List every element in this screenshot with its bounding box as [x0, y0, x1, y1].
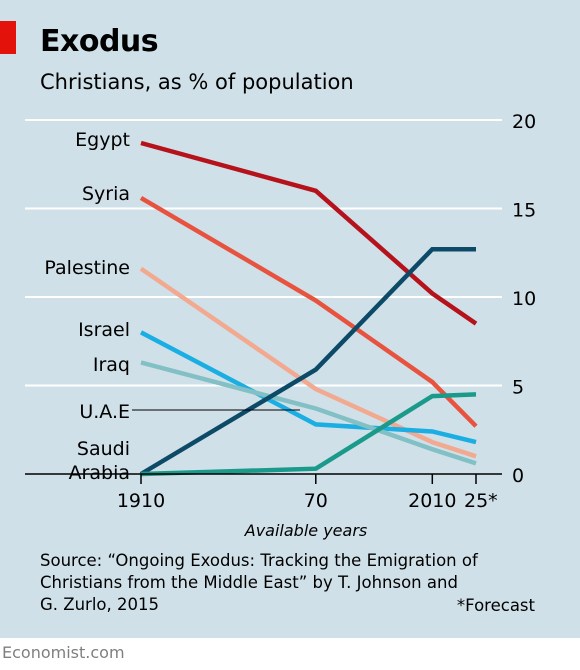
x-axis: 1910 70 2010 25* — [25, 473, 502, 512]
brand-footer: Economist.com — [2, 643, 125, 662]
chart-title: Exodus — [40, 24, 159, 59]
series-line-iraq — [140, 360, 477, 466]
x-tick-label-25*: 25* — [464, 490, 498, 512]
label-egypt: Egypt — [75, 129, 130, 151]
label-iraq: Iraq — [93, 354, 130, 376]
y-tick-label-15: 15 — [512, 200, 536, 222]
chart-subtitle: Christians, as % of population — [40, 70, 354, 94]
x-tick-label-1910: 1910 — [117, 490, 165, 512]
label-palestine: Palestine — [44, 257, 130, 279]
label-saudi-line2: Arabia — [69, 462, 130, 484]
source-note: Source: “Ongoing Exodus: Tracking the Em… — [40, 551, 478, 614]
series-line-u-a-e — [139, 246, 476, 476]
label-syria: Syria — [82, 183, 130, 205]
x-axis-title: Available years — [244, 521, 368, 540]
y-tick-label-20: 20 — [512, 111, 536, 133]
series-line-saudi-arabia — [140, 392, 477, 477]
y-tick-label-0: 0 — [512, 465, 524, 487]
label-israel: Israel — [78, 319, 130, 341]
x-tick-label-2010: 2010 — [408, 490, 456, 512]
brand-tag — [0, 21, 16, 54]
gridlines — [25, 119, 502, 387]
forecast-footnote: *Forecast — [456, 596, 535, 615]
x-tick-label-70: 70 — [304, 490, 328, 512]
series-line-egypt — [140, 140, 478, 326]
series-line-syria — [139, 195, 478, 428]
y-axis-ticks: 0 5 10 15 20 — [512, 111, 536, 487]
chart-panel — [0, 0, 580, 638]
series-lines — [139, 140, 478, 477]
label-saudi-line1: Saudi — [77, 438, 130, 460]
y-tick-label-5: 5 — [512, 377, 524, 399]
series-line-israel — [139, 330, 477, 445]
y-tick-label-10: 10 — [512, 288, 536, 310]
series-line-palestine — [139, 266, 477, 459]
label-uae: U.A.E — [79, 401, 130, 423]
